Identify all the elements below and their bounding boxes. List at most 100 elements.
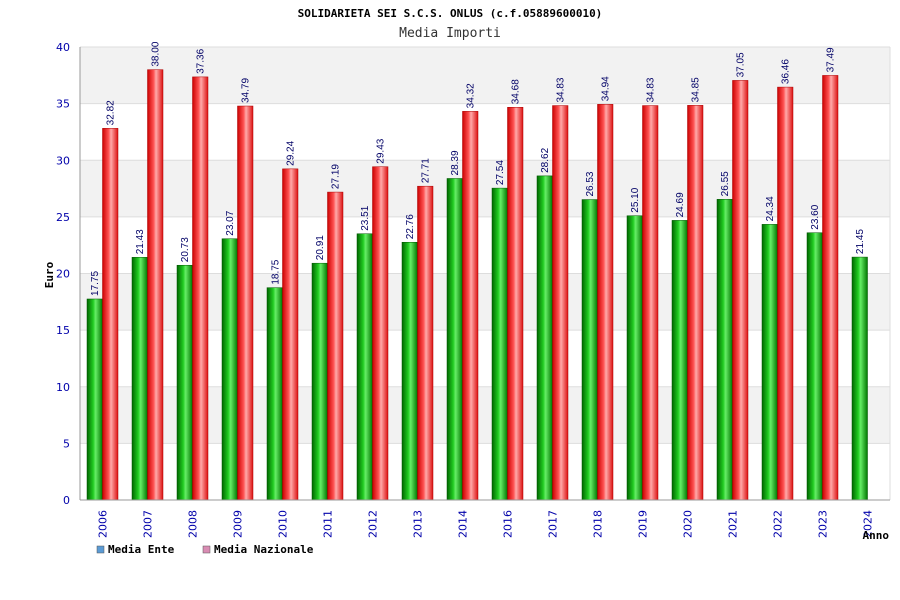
x-tick-label: 2023 (817, 510, 830, 538)
grid-band (80, 47, 890, 104)
x-tick-label: 2016 (502, 510, 515, 538)
data-label: 29.24 (286, 140, 297, 165)
bar-media-ente (716, 199, 733, 501)
data-label: 34.83 (646, 77, 657, 102)
chart-subtitle: Media Importi (399, 26, 501, 41)
y-tick-label: 30 (56, 154, 70, 167)
data-label: 18.75 (270, 259, 281, 284)
x-tick-label: 2020 (682, 510, 695, 538)
y-tick-label: 35 (56, 98, 70, 111)
data-label: 23.51 (360, 205, 371, 230)
bar-media-ente (626, 215, 643, 501)
y-tick-label: 0 (63, 494, 70, 507)
data-label: 20.91 (315, 235, 326, 260)
bar-media-nazionale (372, 166, 389, 501)
x-tick-label: 2012 (367, 510, 380, 538)
grid-band (80, 443, 890, 500)
bar-media-nazionale (237, 105, 254, 501)
bar-media-ente (401, 241, 418, 501)
bar-media-nazionale (282, 168, 299, 501)
bars (86, 69, 868, 501)
x-tick-label: 2017 (547, 510, 560, 538)
x-tick-label: 2013 (412, 510, 425, 538)
data-label: 22.76 (405, 214, 416, 239)
legend-swatch (202, 545, 211, 554)
y-axis-ticks: 0 5 10 15 20 25 30 35 40 (56, 41, 70, 507)
data-label: 34.32 (466, 83, 477, 108)
data-label: 29.43 (376, 138, 387, 163)
grid-band (80, 330, 890, 387)
x-axis-ticks: 2006 2007 2008 2009 2010 2011 2012 2013 2014 2016… (97, 510, 875, 538)
chart-title: SOLIDARIETA SEI S.C.S. ONLUS (c.f.058896… (298, 7, 603, 20)
data-label: 24.69 (675, 192, 686, 217)
y-axis-label: Euro (43, 261, 56, 288)
data-label: 24.34 (765, 196, 776, 221)
data-label: 26.53 (585, 171, 596, 196)
bar-media-nazionale (552, 105, 569, 501)
bar-media-nazionale (462, 111, 479, 501)
legend: Media Ente Media Nazionale (96, 543, 314, 556)
bar-media-ente (176, 264, 193, 501)
legend-label: Media Ente (108, 543, 175, 556)
data-label: 26.55 (720, 171, 731, 196)
bar-media-ente (311, 262, 328, 501)
x-tick-label: 2019 (637, 510, 650, 538)
x-tick-label: 2021 (727, 510, 740, 538)
bar-media-ente (86, 298, 103, 501)
data-label: 37.05 (736, 52, 747, 77)
grid-band (80, 160, 890, 217)
data-label: 37.49 (826, 47, 837, 72)
bar-media-ente (581, 199, 598, 501)
bar-media-ente (491, 187, 508, 501)
bar-media-ente (221, 238, 238, 501)
data-label: 37.36 (196, 48, 207, 73)
bar-media-ente (851, 256, 868, 501)
data-label: 23.60 (810, 204, 821, 229)
x-tick-label: 2024 (862, 510, 875, 538)
data-label: 25.10 (630, 187, 641, 212)
x-axis-label: Anno (863, 529, 890, 542)
data-label: 27.54 (495, 160, 506, 185)
bar-media-nazionale (192, 76, 209, 501)
bar-media-ente (131, 257, 148, 501)
x-tick-label: 2007 (142, 510, 155, 538)
data-label: 17.75 (90, 271, 101, 296)
data-label: 20.73 (180, 237, 191, 262)
y-tick-label: 15 (56, 324, 70, 337)
bar-media-nazionale (507, 106, 524, 501)
bar-media-nazionale (147, 69, 164, 501)
data-label: 34.68 (511, 79, 522, 104)
bar-media-ente (356, 233, 373, 501)
grid-band (80, 216, 890, 274)
data-label: 28.62 (540, 147, 551, 172)
bar-media-nazionale (102, 128, 119, 501)
x-tick-label: 2011 (322, 510, 335, 538)
x-tick-label: 2022 (772, 510, 785, 538)
y-tick-label: 20 (56, 268, 70, 281)
bar-media-nazionale (732, 80, 749, 501)
data-label: 34.85 (691, 77, 702, 102)
y-tick-label: 5 (63, 437, 70, 450)
legend-label: Media Nazionale (214, 543, 314, 556)
data-label: 21.43 (135, 229, 146, 254)
data-label: 36.46 (781, 59, 792, 84)
y-tick-label: 25 (56, 211, 70, 224)
x-tick-label: 2018 (592, 510, 605, 538)
bar-media-nazionale (777, 86, 794, 501)
bar-media-nazionale (822, 75, 839, 501)
x-tick-label: 2009 (232, 510, 245, 538)
grid-band (80, 103, 890, 161)
grid-bands (80, 46, 891, 501)
bar-media-ente (536, 175, 553, 501)
y-tick-label: 40 (56, 41, 70, 54)
data-label: 23.07 (225, 210, 236, 235)
x-tick-label: 2008 (187, 510, 200, 538)
bar-media-nazionale (327, 191, 344, 501)
bar-media-ente (671, 220, 688, 501)
bar-media-nazionale (687, 105, 704, 501)
bar-media-nazionale (642, 105, 659, 501)
bar-media-ente (446, 178, 463, 501)
bar-media-nazionale (597, 104, 614, 501)
bar-media-ente (806, 232, 823, 501)
data-label: 34.79 (241, 78, 252, 103)
